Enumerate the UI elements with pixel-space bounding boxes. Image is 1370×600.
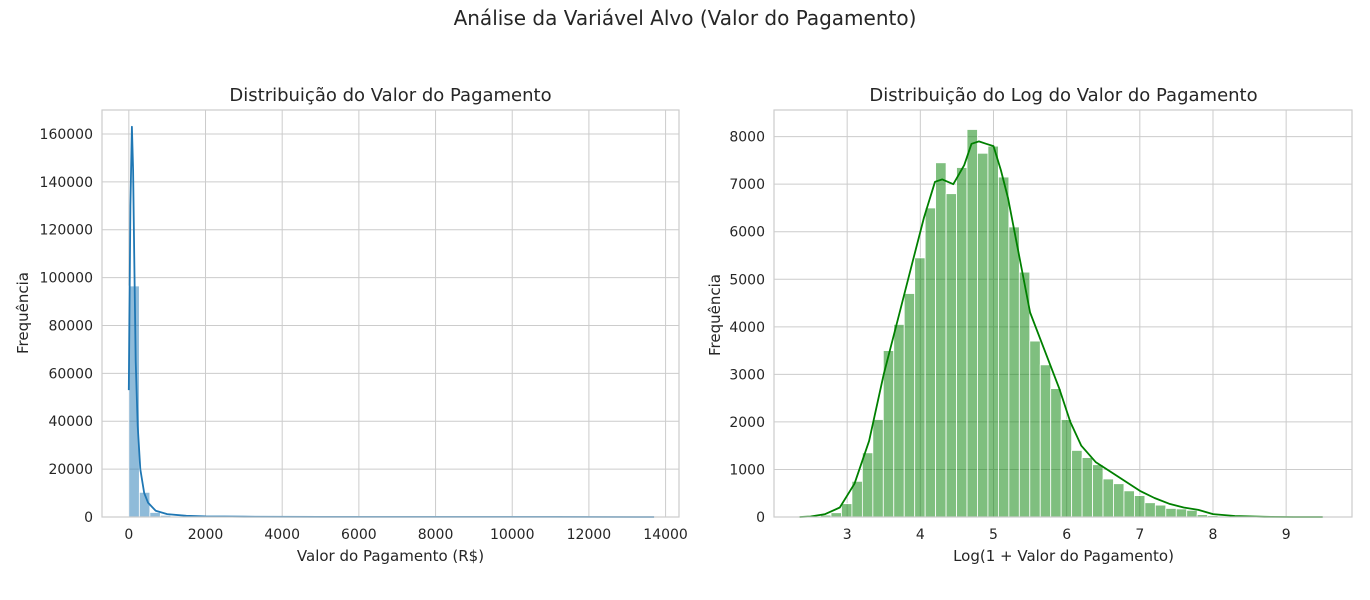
x-tick-label: 4000 — [264, 527, 300, 543]
histogram-bar — [841, 503, 853, 518]
x-tick-label: 6 — [1062, 527, 1071, 543]
x-tick-label: 9 — [1282, 527, 1291, 543]
histogram-bar — [861, 452, 874, 518]
y-tick-label: 2000 — [729, 415, 765, 431]
histogram-bar — [1144, 502, 1156, 518]
histogram-bar — [1018, 271, 1031, 518]
y-axis-label: Frequência — [14, 272, 32, 354]
y-tick-label: 40000 — [48, 414, 93, 430]
histogram-bar — [872, 419, 884, 518]
axes-frame — [101, 109, 680, 518]
histogram-bar — [1154, 504, 1167, 518]
y-tick-label: 6000 — [729, 225, 765, 241]
y-tick-label: 120000 — [40, 223, 93, 239]
chart-title: Distribuição do Log do Valor do Pagament… — [869, 85, 1257, 106]
x-tick-label: 4 — [916, 527, 925, 543]
histogram-bar — [1081, 457, 1093, 518]
y-tick-label: 4000 — [729, 320, 765, 336]
histogram-bar — [914, 257, 926, 518]
kde-curve — [799, 140, 1323, 518]
x-tick-label: 5 — [989, 527, 998, 543]
x-tick-label: 2000 — [188, 527, 224, 543]
histogram-bar — [945, 193, 957, 518]
x-tick-label: 0 — [124, 527, 133, 543]
x-axis-label: Valor do Pagamento (R$) — [297, 547, 484, 565]
x-tick-label: 10000 — [490, 527, 535, 543]
histogram-bar — [893, 324, 905, 518]
histogram-bar — [1123, 490, 1135, 518]
y-axis-label: Frequência — [706, 274, 724, 356]
x-tick-label: 3 — [843, 527, 852, 543]
histogram-bar — [1071, 450, 1083, 518]
histogram-bar — [935, 162, 947, 518]
y-tick-label: 20000 — [48, 462, 93, 478]
histogram-bar — [956, 167, 968, 518]
histogram-bar — [997, 176, 1010, 518]
histogram-bar — [882, 350, 895, 518]
y-tick-label: 8000 — [729, 130, 765, 146]
y-tick-label: 5000 — [729, 272, 765, 288]
histogram-bar — [1092, 464, 1104, 518]
y-tick-label: 60000 — [48, 366, 93, 382]
x-tick-label: 8000 — [418, 527, 454, 543]
histogram-bar — [1039, 364, 1052, 518]
y-tick-label: 140000 — [40, 175, 93, 191]
y-tick-label: 3000 — [729, 367, 765, 383]
x-axis-label: Log(1 + Valor do Pagamento) — [953, 547, 1174, 565]
histogram-bar — [1113, 483, 1125, 518]
chart-title: Distribuição do Valor do Pagamento — [229, 85, 551, 106]
x-tick-label: 6000 — [341, 527, 377, 543]
histogram-bar — [1175, 508, 1188, 518]
x-tick-label: 8 — [1209, 527, 1218, 543]
histogram-bar — [1050, 388, 1062, 518]
y-tick-label: 100000 — [40, 271, 93, 287]
x-tick-label: 12000 — [567, 527, 612, 543]
y-tick-label: 7000 — [729, 177, 765, 193]
histogram-bar — [1060, 419, 1073, 518]
histogram-bar — [987, 145, 999, 518]
x-tick-label: 7 — [1135, 527, 1144, 543]
figure-suptitle: Análise da Variável Alvo (Valor do Pagam… — [453, 6, 917, 30]
histogram-bar — [1134, 495, 1146, 518]
axes-frame — [773, 109, 1353, 518]
histogram-bar — [924, 207, 937, 518]
histogram-bar — [1186, 509, 1198, 518]
histogram-bar — [1008, 226, 1020, 518]
y-tick-label: 1000 — [729, 462, 765, 478]
histogram-bar — [977, 152, 989, 518]
histogram-bar — [1165, 508, 1177, 518]
histogram-bar — [830, 512, 842, 518]
y-tick-label: 0 — [84, 510, 93, 526]
histogram-bar — [966, 129, 978, 518]
histogram-bar — [1029, 340, 1041, 518]
y-tick-label: 0 — [756, 510, 765, 526]
x-tick-label: 14000 — [643, 527, 688, 543]
y-tick-label: 80000 — [48, 318, 93, 334]
histogram-bar — [1102, 478, 1114, 518]
histogram-bar — [903, 293, 916, 518]
y-tick-label: 160000 — [40, 127, 93, 143]
